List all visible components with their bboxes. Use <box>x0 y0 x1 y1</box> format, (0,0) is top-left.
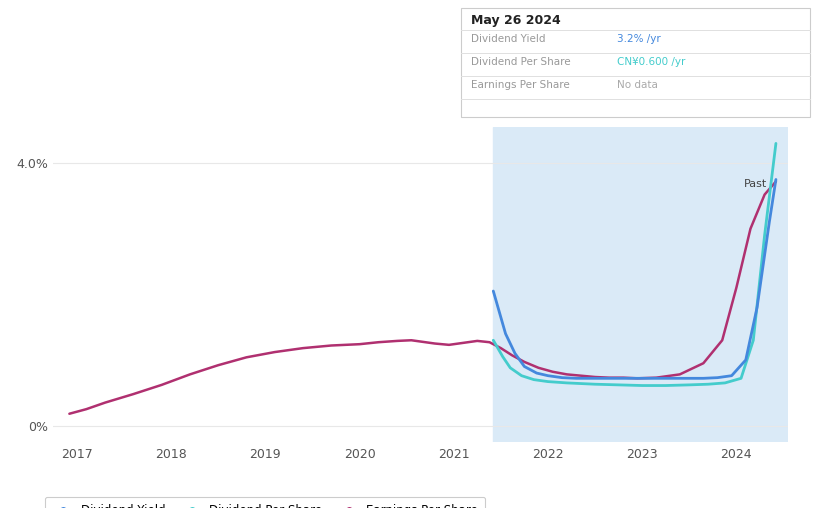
Text: Past: Past <box>744 179 767 189</box>
Text: No data: No data <box>617 80 658 90</box>
Text: Dividend Yield: Dividend Yield <box>471 34 546 44</box>
Legend: Dividend Yield, Dividend Per Share, Earnings Per Share: Dividend Yield, Dividend Per Share, Earn… <box>44 497 485 508</box>
Text: 3.2% /yr: 3.2% /yr <box>617 34 661 44</box>
Text: Dividend Per Share: Dividend Per Share <box>471 57 571 67</box>
Text: CN¥0.600 /yr: CN¥0.600 /yr <box>617 57 686 67</box>
Text: Earnings Per Share: Earnings Per Share <box>471 80 570 90</box>
Bar <box>493 127 821 442</box>
Text: May 26 2024: May 26 2024 <box>471 14 561 27</box>
